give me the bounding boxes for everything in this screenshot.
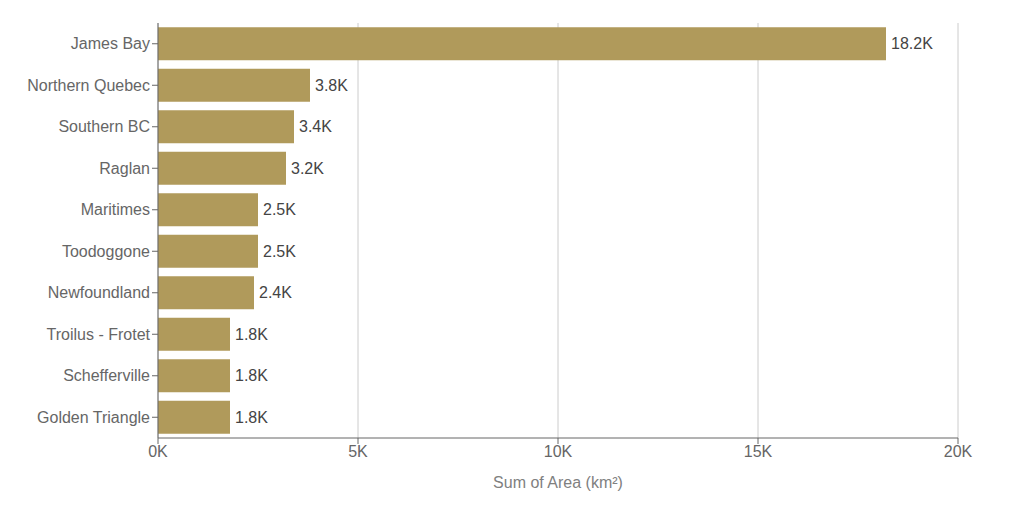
svg-text:15K: 15K (744, 443, 773, 460)
svg-text:Maritimes: Maritimes (81, 201, 150, 218)
svg-text:1.8K: 1.8K (235, 409, 268, 426)
svg-text:3.8K: 3.8K (315, 77, 348, 94)
svg-text:2.5K: 2.5K (263, 201, 296, 218)
svg-text:2.4K: 2.4K (259, 284, 292, 301)
svg-text:1.8K: 1.8K (235, 367, 268, 384)
svg-text:10K: 10K (544, 443, 573, 460)
svg-text:18.2K: 18.2K (891, 35, 933, 52)
svg-text:Schefferville: Schefferville (63, 367, 150, 384)
svg-text:3.4K: 3.4K (299, 118, 332, 135)
svg-text:Newfoundland: Newfoundland (48, 284, 150, 301)
svg-text:Northern Quebec: Northern Quebec (27, 77, 150, 94)
svg-text:2.5K: 2.5K (263, 243, 296, 260)
svg-text:1.8K: 1.8K (235, 326, 268, 343)
svg-text:20K: 20K (944, 443, 973, 460)
svg-text:Southern BC: Southern BC (58, 118, 150, 135)
svg-text:3.2K: 3.2K (291, 160, 324, 177)
svg-text:0K: 0K (148, 443, 168, 460)
svg-text:James Bay: James Bay (71, 35, 150, 52)
svg-text:Toodoggone: Toodoggone (62, 243, 150, 260)
svg-text:Golden Triangle: Golden Triangle (37, 409, 150, 426)
svg-text:Raglan: Raglan (99, 160, 150, 177)
svg-text:Sum of Area (km²): Sum of Area (km²) (493, 474, 623, 491)
svg-text:5K: 5K (348, 443, 368, 460)
svg-text:Troilus - Frotet: Troilus - Frotet (47, 326, 151, 343)
